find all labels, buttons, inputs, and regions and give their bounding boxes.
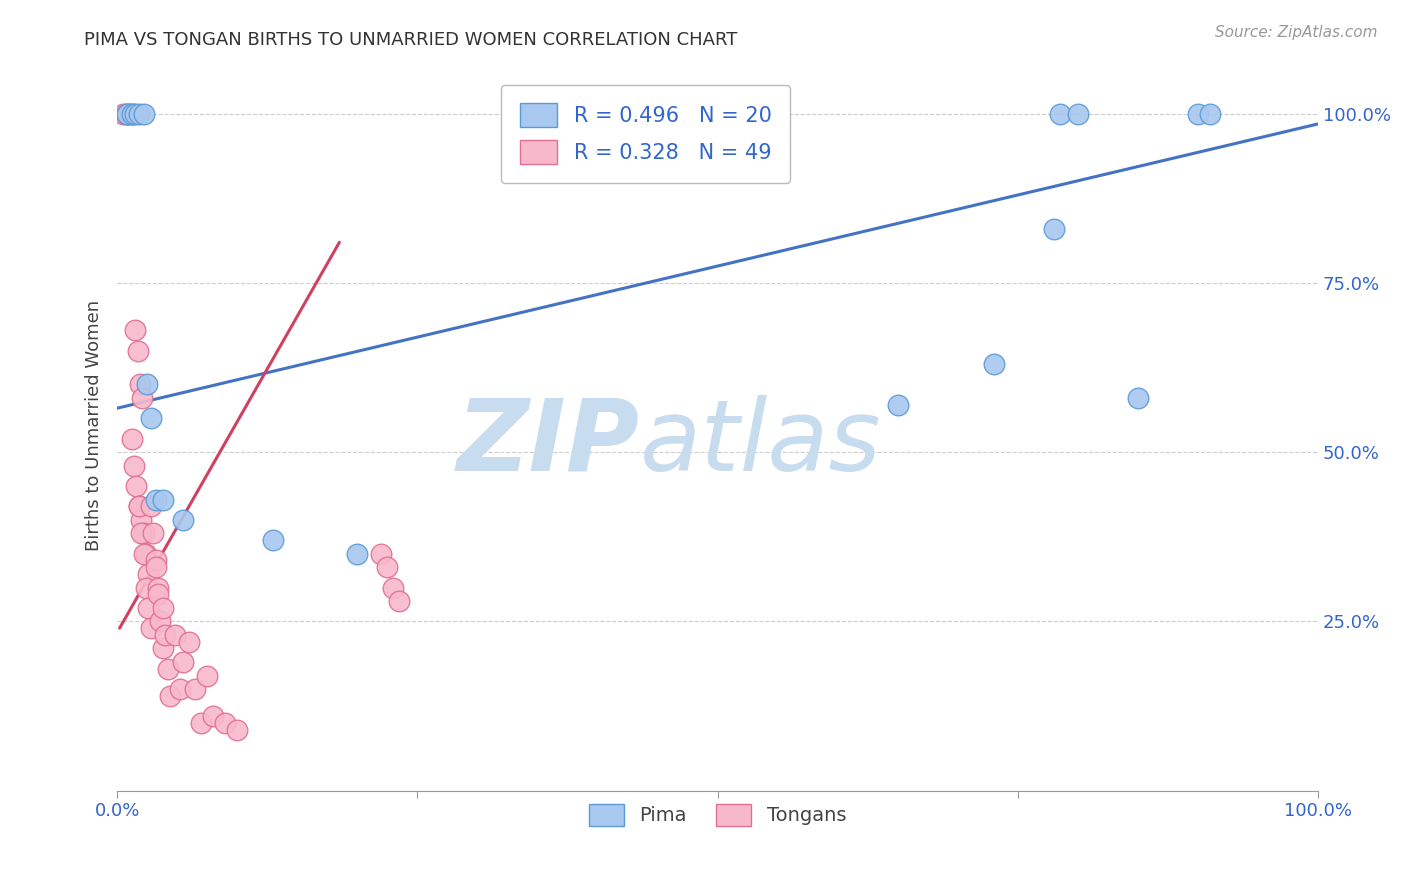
Point [145,560,167,574]
Point [124,107,146,121]
Point [121,107,143,121]
Point [124,323,146,337]
Point [132,107,155,121]
Point [163,628,186,642]
Point [1199,107,1222,121]
Point [139,500,162,514]
Point [202,709,225,723]
Point [1049,107,1071,121]
Point [226,723,249,737]
Point [139,411,162,425]
Point [115,107,138,121]
Point [159,689,181,703]
Point [112,107,135,121]
Point [128,107,150,121]
Point [388,594,411,608]
Point [138,567,160,582]
Point [146,587,169,601]
Point [370,547,392,561]
Point [135,547,157,561]
Point [190,715,212,730]
Point [121,107,143,121]
Point [142,526,165,541]
Point [1187,107,1209,121]
Point [346,547,368,561]
Text: atlas: atlas [640,395,882,491]
Point [135,581,157,595]
Point [1043,222,1066,236]
Point [169,682,191,697]
Point [149,615,172,629]
Point [125,479,148,493]
Point [152,641,174,656]
Point [117,107,139,121]
Y-axis label: Births to Unmarried Women: Births to Unmarried Women [86,300,103,550]
Point [382,581,405,595]
Point [114,107,136,121]
Point [262,533,284,548]
Point [138,600,160,615]
Point [128,500,150,514]
Legend: Pima, Tongans: Pima, Tongans [579,794,856,836]
Point [179,634,201,648]
Point [172,513,194,527]
Point [887,398,910,412]
Point [121,432,143,446]
Point [155,628,177,642]
Point [127,343,149,358]
Point [145,553,167,567]
Point [129,526,152,541]
Point [131,391,153,405]
Point [145,492,167,507]
Point [132,547,155,561]
Point [156,662,179,676]
Point [128,500,150,514]
Point [122,458,145,473]
Point [1067,107,1090,121]
Point [139,621,162,635]
Text: PIMA VS TONGAN BIRTHS TO UNMARRIED WOMEN CORRELATION CHART: PIMA VS TONGAN BIRTHS TO UNMARRIED WOMEN… [84,31,738,49]
Point [172,655,194,669]
Point [132,526,155,541]
Point [129,513,152,527]
Point [129,377,152,392]
Point [195,668,218,682]
Point [1126,391,1149,405]
Point [146,581,169,595]
Point [214,715,236,730]
Text: ZIP: ZIP [457,395,640,491]
Point [377,560,399,574]
Point [983,357,1005,371]
Point [120,107,142,121]
Point [184,682,207,697]
Text: Source: ZipAtlas.com: Source: ZipAtlas.com [1215,25,1378,40]
Point [152,492,174,507]
Point [136,377,159,392]
Point [152,600,174,615]
